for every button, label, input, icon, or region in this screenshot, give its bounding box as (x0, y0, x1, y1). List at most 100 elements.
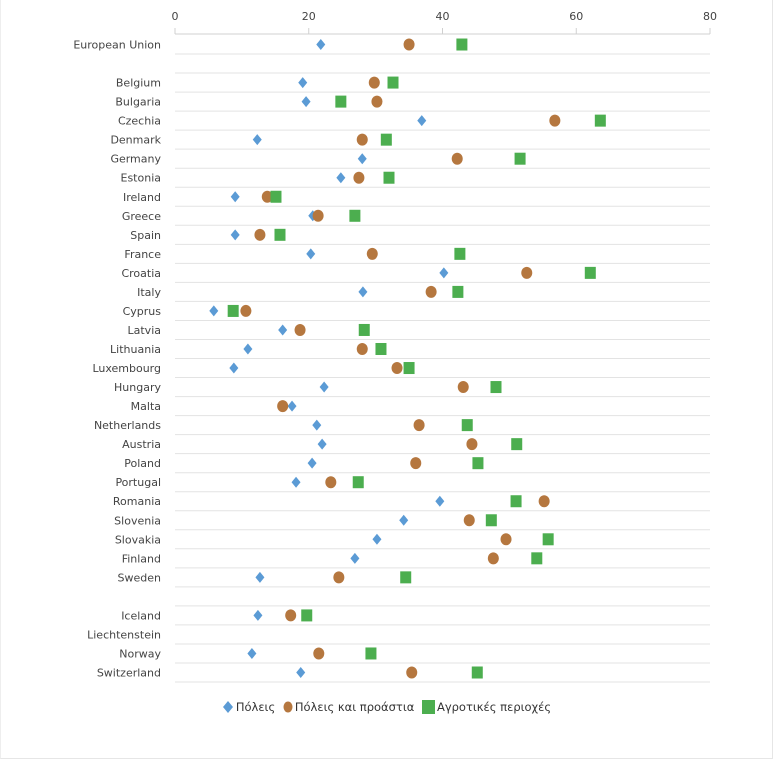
point-towns-european-union (403, 38, 415, 51)
point-cities-ireland (230, 191, 240, 203)
category-label: Croatia (121, 267, 161, 280)
point-rural-ireland (270, 190, 282, 203)
point-towns-germany (451, 152, 463, 165)
point-cities-italy (358, 286, 368, 298)
legend-item-rural-areas[interactable]: Αγροτικές περιοχές (421, 699, 551, 714)
category-label: Slovenia (114, 514, 161, 527)
point-rural-latvia (358, 323, 370, 336)
point-cities-slovakia (372, 533, 382, 545)
point-towns-romania (538, 495, 550, 508)
point-rural-croatia (584, 266, 596, 279)
point-cities-portugal (291, 476, 301, 488)
point-rural-france (454, 247, 466, 260)
point-rural-romania (510, 495, 522, 508)
point-cities-spain (230, 229, 240, 241)
legend-item-towns-suburbs[interactable]: Πόλεις και προάστια (283, 699, 414, 714)
point-cities-finland (350, 552, 360, 564)
point-rural-cyprus (227, 304, 239, 317)
point-towns-switzerland (406, 666, 418, 679)
category-label: Spain (130, 229, 161, 242)
x-tick-label: 0 (172, 10, 179, 23)
point-cities-romania (435, 495, 445, 507)
point-towns-greece (312, 209, 324, 222)
circle-icon (283, 701, 293, 713)
category-label: Czechia (118, 115, 161, 128)
category-label: Netherlands (94, 419, 161, 432)
x-tick-label: 40 (436, 10, 450, 23)
point-cities-cyprus (209, 305, 219, 317)
category-label: Switzerland (97, 667, 161, 680)
category-label: Iceland (121, 609, 161, 622)
square-icon (421, 699, 435, 714)
point-cities-sweden (255, 571, 265, 583)
category-label: France (124, 248, 161, 261)
point-rural-bulgaria (335, 95, 347, 108)
x-tick-label: 20 (302, 10, 316, 23)
category-label: Slovakia (115, 533, 161, 546)
point-rural-czechia (594, 114, 606, 127)
point-cities-european-union (316, 39, 326, 51)
point-towns-luxembourg (391, 362, 403, 375)
point-cities-malta (287, 400, 297, 412)
point-cities-latvia (278, 324, 288, 336)
point-cities-netherlands (312, 419, 322, 431)
category-label: Latvia (128, 324, 162, 337)
category-label: Austria (122, 438, 161, 451)
point-cities-croatia (439, 267, 449, 279)
point-cities-denmark (252, 134, 262, 146)
category-label: Denmark (110, 134, 161, 147)
legend-item-cities[interactable]: Πόλεις (222, 699, 275, 714)
point-towns-poland (410, 457, 422, 470)
point-towns-lithuania (356, 342, 368, 355)
point-towns-sweden (333, 571, 345, 584)
point-rural-slovakia (542, 533, 554, 546)
point-towns-spain (254, 228, 266, 241)
point-towns-latvia (294, 323, 306, 336)
category-label: Belgium (116, 77, 161, 90)
point-cities-luxembourg (229, 362, 239, 374)
category-label: Hungary (114, 381, 161, 394)
point-rural-european-union (456, 38, 468, 51)
category-label: Poland (124, 457, 161, 470)
category-label: Malta (131, 400, 161, 413)
point-towns-italy (425, 285, 437, 298)
category-label: Portugal (115, 476, 161, 489)
point-rural-finland (531, 552, 543, 565)
point-rural-portugal (352, 476, 364, 489)
point-rural-slovenia (485, 514, 497, 527)
category-label: Norway (119, 647, 161, 660)
point-rural-hungary (490, 381, 502, 394)
x-tick-label: 80 (703, 10, 717, 23)
point-rural-switzerland (471, 666, 483, 679)
point-towns-cyprus (240, 304, 252, 317)
point-towns-belgium (368, 76, 380, 89)
legend: Πόλεις Πόλεις και προάστια Αγροτικές περ… (0, 699, 773, 714)
point-towns-austria (466, 438, 478, 451)
point-rural-italy (452, 285, 464, 298)
point-towns-slovakia (500, 533, 512, 546)
point-cities-slovenia (399, 514, 409, 526)
point-cities-austria (317, 438, 327, 450)
category-label: Sweden (118, 571, 161, 584)
point-towns-estonia (353, 171, 365, 184)
point-rural-lithuania (375, 342, 387, 355)
point-cities-hungary (319, 381, 329, 393)
point-towns-hungary (457, 381, 469, 394)
category-label: Ireland (123, 191, 161, 204)
point-cities-lithuania (243, 343, 253, 355)
point-rural-austria (511, 438, 523, 451)
category-label: Italy (137, 286, 161, 299)
point-rural-belgium (387, 76, 399, 89)
category-label: Liechtenstein (87, 628, 161, 641)
point-towns-iceland (285, 609, 297, 622)
point-towns-malta (277, 400, 289, 413)
point-cities-germany (357, 153, 367, 165)
point-towns-czechia (549, 114, 561, 127)
point-rural-norway (365, 647, 377, 660)
point-towns-netherlands (413, 419, 425, 432)
category-label: European Union (73, 39, 161, 52)
point-rural-spain (274, 228, 286, 241)
category-label: Estonia (121, 172, 162, 185)
diamond-icon (222, 700, 233, 713)
point-rural-poland (472, 457, 484, 470)
